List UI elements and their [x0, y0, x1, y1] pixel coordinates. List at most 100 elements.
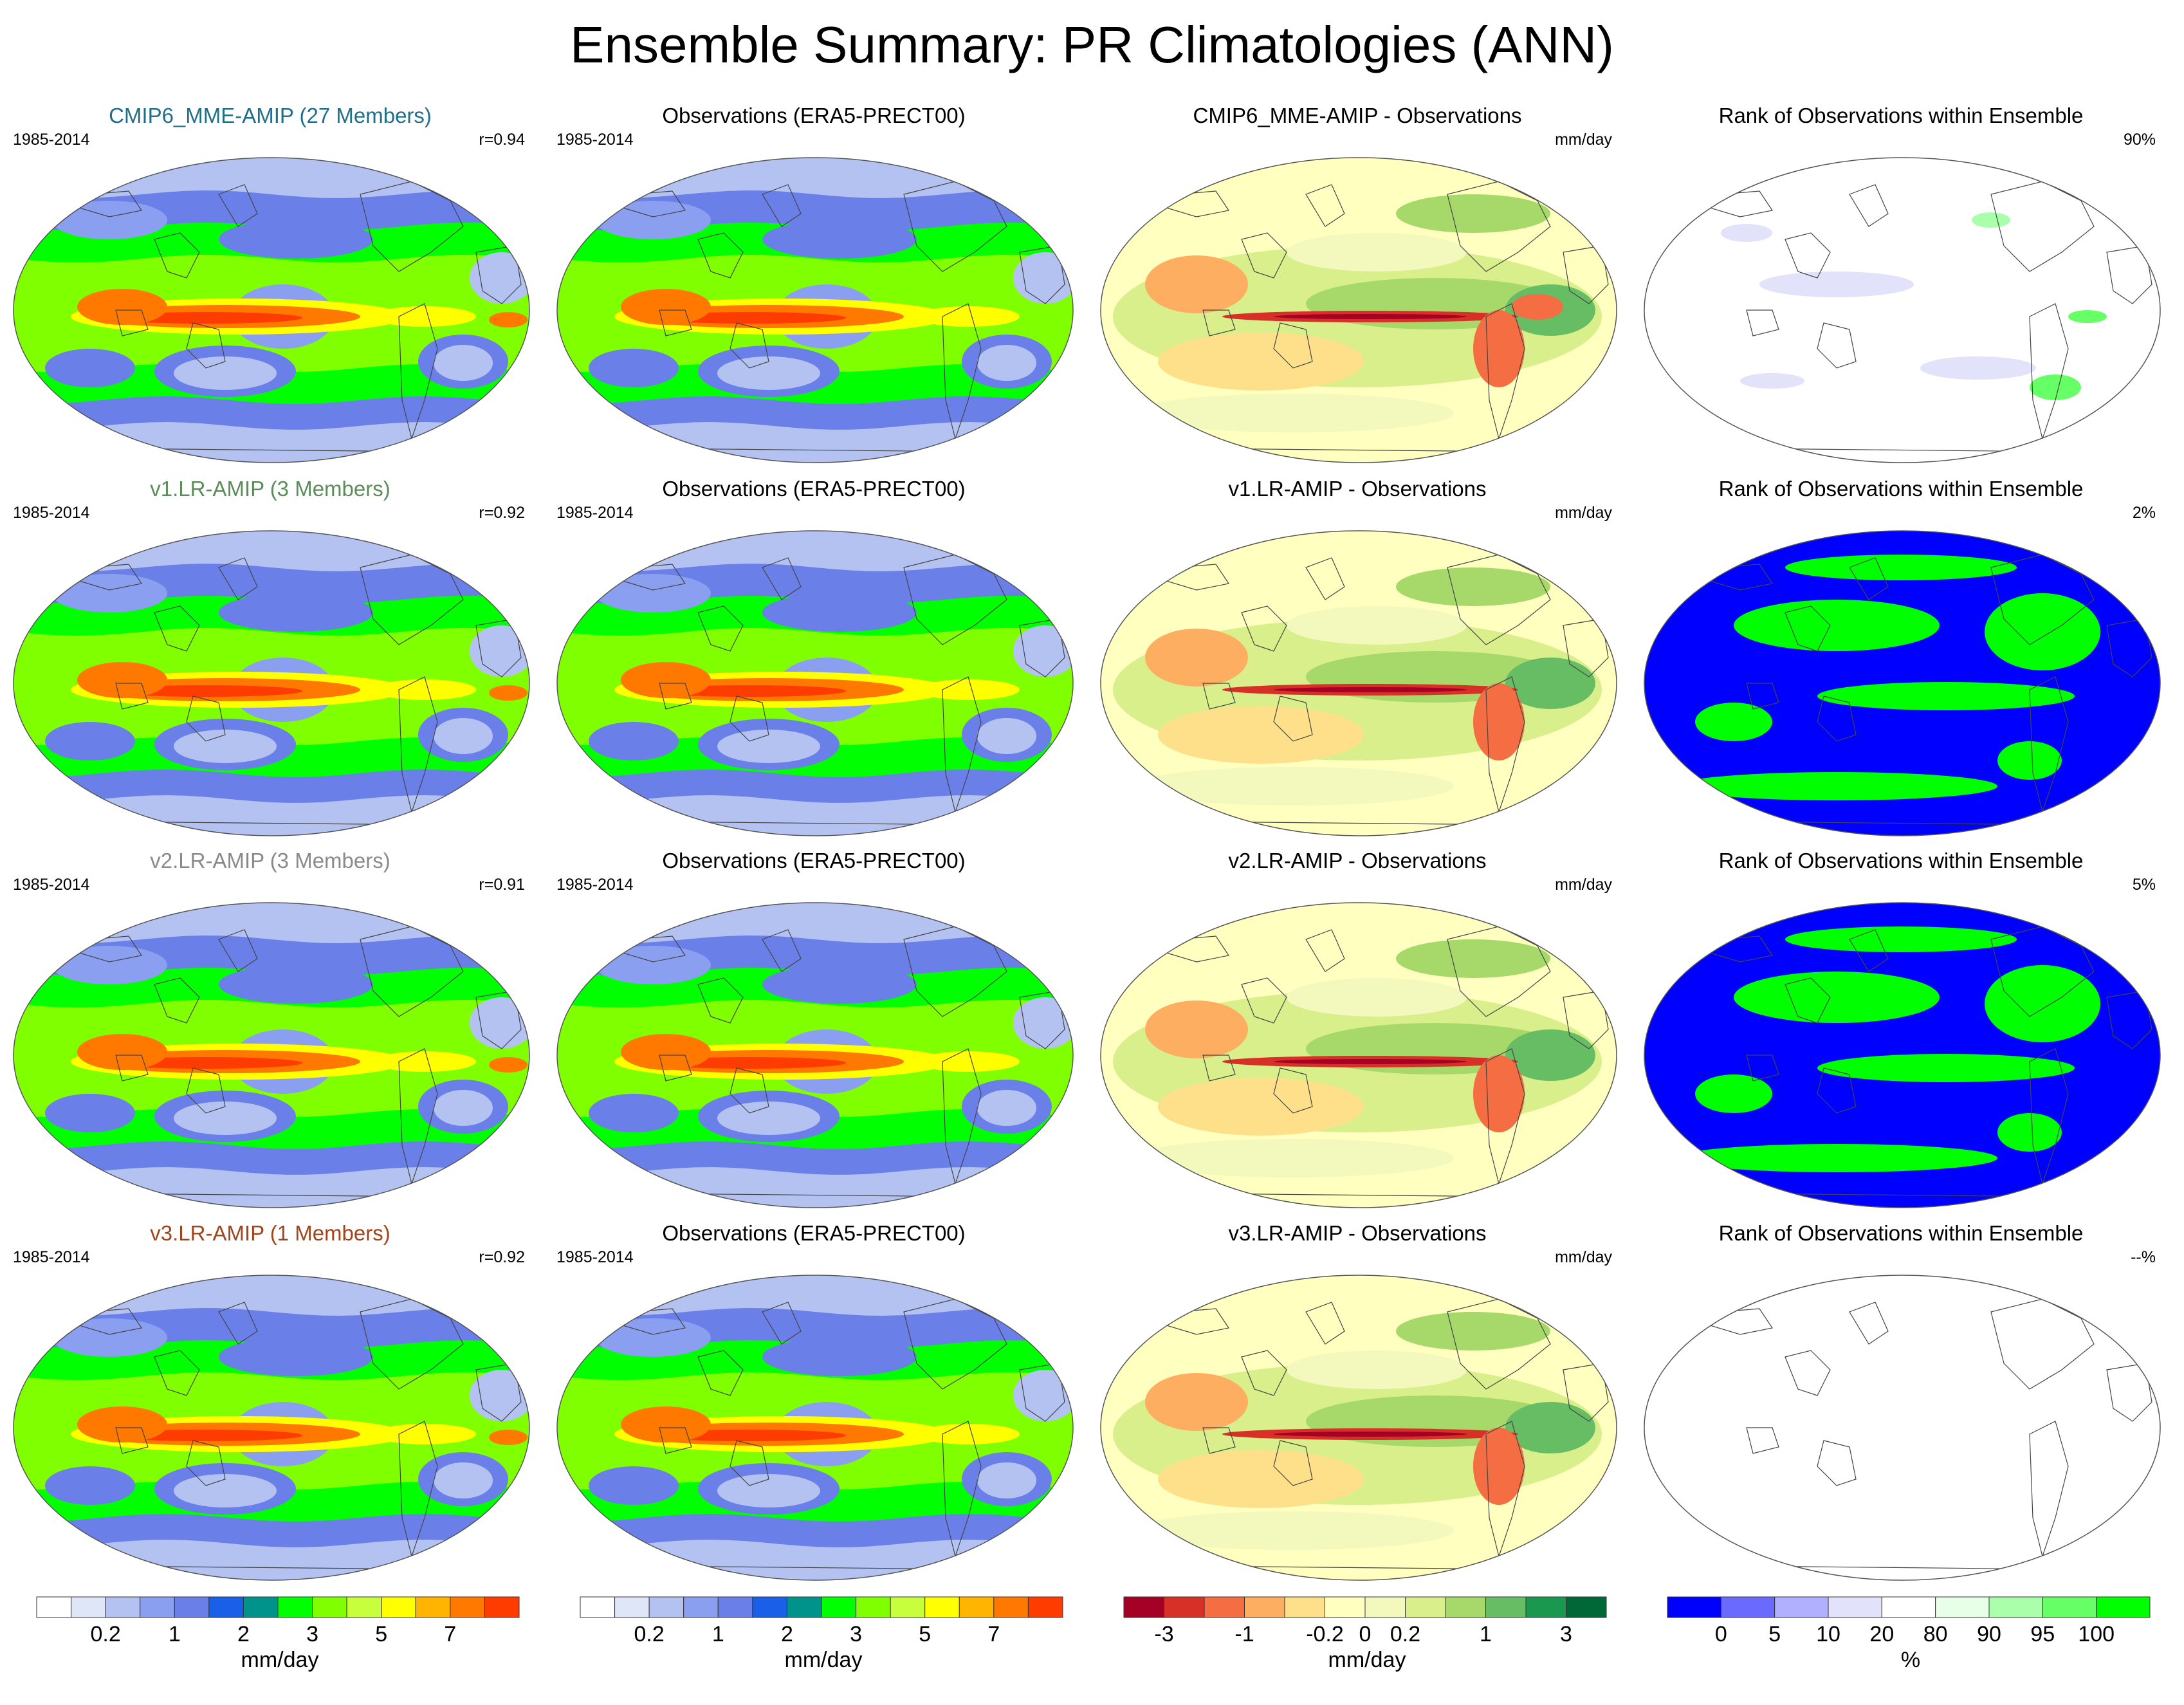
map-container [1644, 529, 2161, 838]
panel-title: v1.LR-AMIP - Observations [1228, 477, 1487, 501]
colorbar-tick-label: 1 [168, 1622, 181, 1646]
panel-obs-row-4: Observations (ERA5-PRECT00) 1985-2014 [550, 1221, 1078, 1587]
colorbar-tick-label: 5 [375, 1622, 388, 1646]
colorbar-tick-label: 2 [237, 1622, 250, 1646]
map-container [1100, 901, 1617, 1210]
colorbar-swatch [1364, 1596, 1406, 1618]
colorbar-tick-label: 3 [306, 1622, 319, 1646]
colorbar-swatch [2096, 1596, 2151, 1618]
map-obs [556, 1275, 1074, 1581]
units-label: mm/day [1555, 131, 1612, 149]
colorbar-tick-label: 1 [711, 1622, 724, 1646]
colorbar-swatch [1988, 1596, 2043, 1618]
colorbar-swatch [415, 1596, 451, 1618]
colorbar-swatch [959, 1596, 995, 1618]
colorbar-swatch [208, 1596, 244, 1618]
panel-rank-row-4: Rank of Observations within Ensemble --% [1637, 1221, 2165, 1587]
period-label: 1985-2014 [13, 876, 90, 894]
panel-rank-row-3: Rank of Observations within Ensemble 5% [1637, 848, 2165, 1215]
map-diff [1100, 157, 1617, 463]
units-label: mm/day [1555, 1248, 1612, 1266]
colorbar-swatch [1164, 1596, 1205, 1618]
map-container [556, 1273, 1074, 1582]
colorbar-swatch [924, 1596, 960, 1618]
map-rank [1644, 530, 2161, 836]
colorbar-swatch [1244, 1596, 1285, 1618]
colorbar-swatch [1445, 1596, 1486, 1618]
colorbar-swatch [856, 1596, 891, 1618]
map-container [556, 156, 1074, 465]
map-diff [1100, 530, 1617, 836]
colorbar-swatch [648, 1596, 684, 1618]
map-obs [556, 902, 1074, 1208]
colorbar-swatch [1485, 1596, 1527, 1618]
colorbar-swatches [1667, 1596, 2151, 1618]
map-model [13, 1275, 530, 1581]
map-obs [556, 530, 1074, 836]
colorbar-swatch [1881, 1596, 1936, 1618]
panel-title: Rank of Observations within Ensemble [1718, 849, 2084, 872]
panel-obs-row-1: Observations (ERA5-PRECT00) 1985-2014 [550, 103, 1078, 470]
panel-model-row-1: CMIP6_MME-AMIP (27 Members) 1985-2014 r=0.… [6, 103, 534, 470]
colorbar-units: % [1900, 1648, 1921, 1672]
colorbar-swatch [71, 1596, 106, 1618]
colorbar-tick-label: 20 [1869, 1622, 1895, 1646]
map-diff [1100, 1275, 1617, 1581]
colorbar-units: mm/day [241, 1648, 319, 1672]
colorbar-tick-label: 3 [1560, 1622, 1572, 1646]
colorbar-swatch [1284, 1596, 1325, 1618]
colorbar-swatches [36, 1596, 520, 1618]
map-model [13, 902, 530, 1208]
colorbar-ticks: -3 -1 -0.2 0 0.2 1 3 [1123, 1621, 1611, 1647]
colorbar-swatch [484, 1596, 520, 1618]
colorbar-swatch [277, 1596, 313, 1618]
map-model [13, 530, 530, 836]
colorbar-swatch [786, 1596, 822, 1618]
period-label: 1985-2014 [13, 504, 90, 522]
map-rank [1644, 157, 2161, 463]
panel-obs-row-3: Observations (ERA5-PRECT00) 1985-2014 [550, 848, 1078, 1215]
panel-diff-row-3: v2.LR-AMIP - Observations mm/day [1094, 848, 1621, 1215]
panel-title: Observations (ERA5-PRECT00) [662, 104, 966, 127]
colorbar-swatch [450, 1596, 485, 1618]
colorbar-swatch [752, 1596, 787, 1618]
colorbar-swatch [821, 1596, 857, 1618]
colorbar-tick-label: 0.2 [1390, 1622, 1421, 1646]
colorbar-swatch [1325, 1596, 1366, 1618]
colorbar-units: mm/day [784, 1648, 863, 1672]
colorbar-swatch [243, 1596, 279, 1618]
correlation-label: r=0.91 [479, 876, 525, 894]
colorbar-swatches [580, 1596, 1063, 1618]
period-label: 1985-2014 [556, 1248, 634, 1266]
colorbar-swatch [1828, 1596, 1882, 1618]
correlation-label: r=0.94 [479, 131, 525, 149]
colorbar-tick-label: 0.2 [90, 1622, 121, 1646]
panel-title: Rank of Observations within Ensemble [1718, 104, 2084, 127]
percent-label: --% [2131, 1248, 2156, 1266]
panel-rank-row-2: Rank of Observations within Ensemble 2% [1637, 476, 2165, 843]
units-label: mm/day [1555, 876, 1612, 894]
colorbar-swatch [346, 1596, 382, 1618]
panel-title: Observations (ERA5-PRECT00) [662, 477, 966, 501]
panel-title: v2.LR-AMIP - Observations [1228, 849, 1487, 872]
colorbar-swatch [381, 1596, 416, 1618]
panel-model-row-3: v2.LR-AMIP (3 Members) 1985-2014 r=0.91 [6, 848, 534, 1215]
map-container [556, 901, 1074, 1210]
panel-diff-row-1: CMIP6_MME-AMIP - Observations mm/day [1094, 103, 1621, 470]
colorbar-tick-label: 1 [1480, 1622, 1492, 1646]
colorbar-tick-label: 0 [1714, 1622, 1727, 1646]
correlation-label: r=0.92 [479, 1248, 525, 1266]
colorbar-tick-label: 3 [850, 1622, 863, 1646]
colorbar-swatch [993, 1596, 1029, 1618]
map-container [13, 529, 530, 838]
period-label: 1985-2014 [13, 131, 90, 149]
panel-diff-row-4: v3.LR-AMIP - Observations mm/day [1094, 1221, 1621, 1587]
map-obs [556, 157, 1074, 463]
period-label: 1985-2014 [556, 131, 634, 149]
colorbar-swatches [1123, 1596, 1607, 1618]
period-label: 1985-2014 [556, 504, 634, 522]
panel-title: v3.LR-AMIP - Observations [1228, 1221, 1487, 1245]
panel-diff-row-2: v1.LR-AMIP - Observations mm/day [1094, 476, 1621, 843]
colorbar-swatch [614, 1596, 650, 1618]
colorbar-tick-label: 90 [1977, 1622, 2001, 1646]
